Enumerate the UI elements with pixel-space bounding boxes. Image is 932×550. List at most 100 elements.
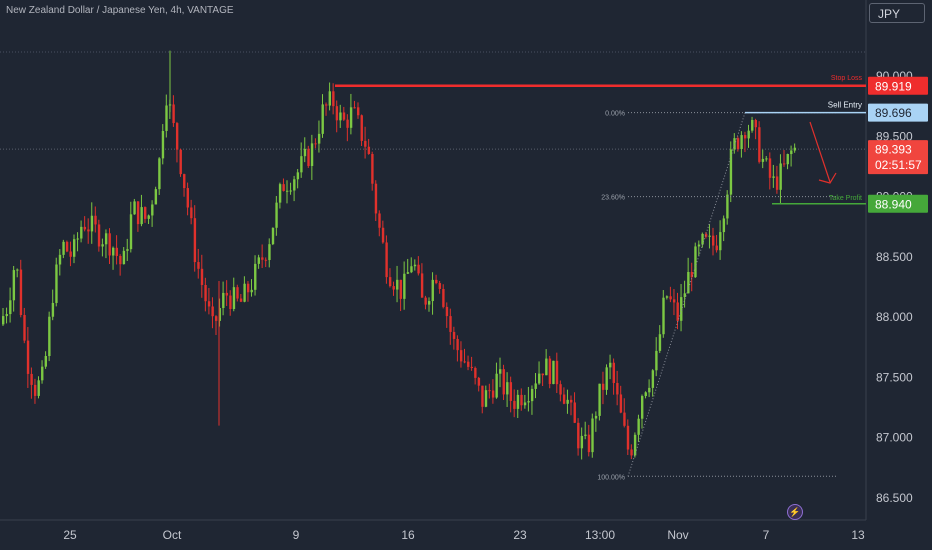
candle-body (687, 271, 690, 294)
candle-body (215, 316, 218, 321)
candle-body (641, 396, 644, 419)
entry-tag-label: 89.696 (875, 106, 912, 120)
y-tick-label: 88.500 (876, 250, 913, 264)
candle-body (73, 239, 76, 257)
candle-body (775, 176, 779, 190)
candle-body (222, 292, 225, 308)
candle-body (786, 154, 789, 165)
y-tick-label: 87.500 (876, 370, 913, 384)
candle-body (286, 190, 289, 192)
candle-body (90, 215, 94, 232)
candle-body (385, 242, 388, 278)
candle-body (133, 201, 136, 215)
candle-body (58, 254, 62, 265)
candle-body (65, 241, 69, 252)
candle-body (179, 149, 182, 175)
candle-body (591, 418, 594, 453)
candle-body (452, 331, 456, 339)
candle-body (5, 314, 8, 317)
candle-body (499, 369, 502, 374)
candle-body (346, 119, 349, 128)
candle-body (502, 369, 505, 395)
candle-body (289, 190, 292, 192)
candle-body (509, 382, 513, 401)
candle-body (658, 334, 662, 351)
candle-body (268, 244, 271, 261)
candle-body (467, 361, 470, 367)
candle-body (83, 226, 87, 230)
candle-body (584, 434, 587, 436)
candle-body (733, 138, 736, 150)
stop-loss-tag (868, 76, 928, 95)
candle-body (609, 362, 612, 368)
candle-body (708, 235, 711, 237)
candle-body (101, 244, 104, 247)
x-tick-label: 7 (763, 528, 770, 542)
stop-loss-label: Stop Loss (831, 75, 863, 82)
candle-body (715, 245, 718, 251)
candle-body (442, 288, 445, 307)
candle-body (378, 213, 381, 228)
candle-body (435, 279, 438, 284)
candle-body (204, 284, 207, 302)
candle-body (122, 250, 126, 265)
take-profit-tag-label: 88.940 (875, 197, 912, 211)
candle-body (119, 255, 122, 265)
candle-body (623, 412, 626, 426)
candle-body (254, 263, 257, 290)
candle-body (598, 383, 601, 416)
candle-body (293, 179, 296, 191)
candle-body (530, 388, 534, 402)
chart-title: New Zealand Dollar / Japanese Yen, 4h, V… (6, 5, 234, 16)
candle-body (520, 394, 523, 406)
x-tick-label: 9 (293, 528, 300, 542)
candle-body (403, 273, 406, 299)
current-price-label: 89.393 (875, 143, 912, 157)
candle-body (790, 150, 793, 155)
lightning-icon[interactable]: ⚡ (787, 504, 803, 520)
candle-body (701, 233, 704, 245)
candle-body (236, 287, 239, 299)
entry-label: Sell Entry (828, 101, 862, 110)
candle-body (76, 238, 79, 240)
candle-body (51, 302, 55, 317)
candle-body (2, 316, 5, 325)
candle-body (41, 366, 44, 381)
candle-body (232, 287, 236, 310)
candle-body (243, 283, 246, 302)
y-tick-label: 86.500 (876, 491, 913, 505)
candle-body (335, 106, 339, 121)
candle-body (594, 415, 598, 419)
candle-body (445, 306, 449, 317)
candle-body (491, 390, 495, 398)
candle-body (342, 112, 346, 120)
candle-body (694, 246, 697, 278)
candle-body (317, 133, 321, 144)
candle-body (566, 399, 569, 404)
candle-body (55, 264, 58, 303)
candle-body (332, 91, 335, 107)
candle-body (147, 215, 150, 219)
candle-body (126, 249, 129, 251)
candle-body (165, 105, 168, 131)
candle-body (183, 174, 186, 189)
candle-body (527, 401, 530, 403)
candle-body (449, 316, 452, 332)
candle-body (481, 385, 484, 407)
x-tick-label: 13 (851, 528, 865, 542)
candle-body (758, 127, 761, 162)
currency-button[interactable]: JPY (869, 3, 925, 23)
candle-body (676, 302, 679, 321)
candle-body (300, 156, 303, 173)
candle-body (630, 449, 633, 456)
candle-body (548, 358, 552, 384)
candle-body (772, 176, 775, 178)
candle-body (314, 143, 317, 145)
candle-body (662, 297, 665, 335)
candle-body (108, 233, 111, 256)
candle-body (648, 387, 651, 393)
candle-body (410, 266, 413, 273)
candle-body (438, 283, 442, 289)
candle-body (428, 301, 431, 305)
